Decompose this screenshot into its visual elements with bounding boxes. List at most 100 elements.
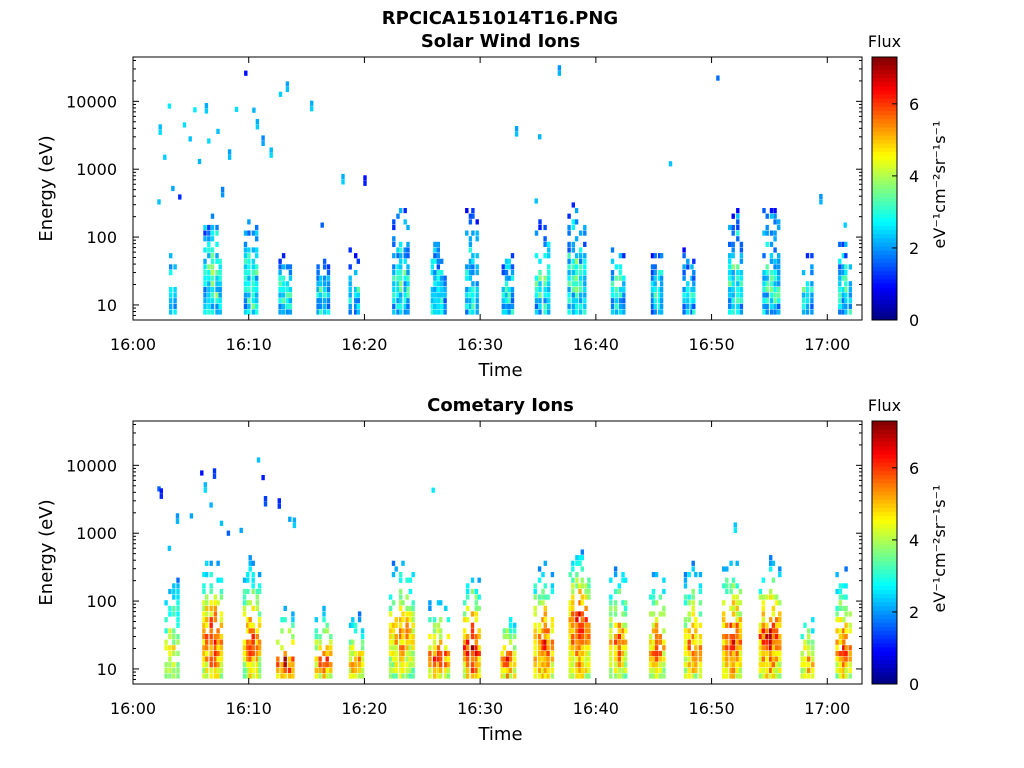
flux-cell — [571, 286, 575, 293]
flux-cell — [210, 224, 215, 231]
flux-cell — [354, 298, 358, 304]
flux-cell — [176, 577, 180, 583]
flux-cell — [436, 628, 441, 634]
flux-cell — [465, 656, 470, 662]
flux-cell — [698, 639, 703, 645]
flux-cell — [622, 286, 626, 293]
flux-cell — [579, 247, 583, 253]
flux-cell — [443, 281, 447, 287]
flux-cell — [771, 662, 776, 668]
flux-cell — [403, 303, 407, 309]
colorbar-swatch — [872, 283, 897, 288]
flux-cell — [251, 605, 255, 611]
flux-cell — [403, 286, 407, 293]
flux-cell — [470, 673, 475, 679]
flux-cell — [578, 588, 582, 595]
flux-cell — [735, 667, 739, 673]
flux-cell — [205, 634, 209, 640]
flux-cell — [255, 298, 259, 304]
flux-cell — [692, 292, 696, 298]
flux-cell — [169, 286, 173, 293]
flux-cell — [243, 241, 248, 247]
flux-cell — [658, 292, 662, 298]
colorbar-swatch — [872, 254, 897, 259]
flux-cell — [778, 622, 782, 628]
flux-cell — [392, 253, 396, 259]
flux-cell — [399, 241, 403, 247]
flux-cell — [411, 617, 415, 623]
flux-cell — [354, 253, 358, 259]
flux-cell — [765, 622, 769, 628]
flux-cell — [618, 298, 623, 304]
flux-cell — [197, 158, 202, 165]
flux-cell — [251, 309, 255, 315]
flux-cell — [807, 634, 811, 640]
flux-cell — [433, 286, 437, 293]
flux-cell — [504, 258, 509, 264]
flux-cell — [322, 281, 327, 287]
flux-cell — [778, 634, 782, 640]
flux-cell — [537, 650, 542, 657]
flux-cell — [202, 662, 206, 668]
flux-cell — [773, 208, 777, 214]
flux-cell — [203, 224, 207, 231]
flux-cell — [329, 650, 333, 657]
flux-cell — [579, 286, 583, 293]
flux-cell — [758, 656, 763, 662]
flux-cell — [775, 622, 779, 628]
flux-cell — [761, 577, 765, 583]
flux-cell — [692, 275, 696, 281]
colorbar-tick-label: 6 — [909, 95, 919, 114]
flux-cell — [356, 258, 360, 264]
flux-cell — [169, 270, 173, 276]
flux-cell — [543, 622, 547, 628]
flux-cell — [762, 286, 766, 293]
flux-cell — [691, 662, 695, 668]
flux-cell — [247, 292, 251, 298]
flux-cell — [173, 309, 177, 315]
flux-cell — [574, 309, 579, 315]
flux-cell — [291, 662, 295, 668]
flux-cell — [257, 588, 262, 595]
flux-cell — [172, 645, 176, 651]
flux-cell — [691, 588, 695, 595]
x-axis-label: Time — [477, 724, 522, 745]
colorbar-swatch — [872, 188, 897, 194]
flux-cell — [285, 292, 290, 298]
flux-cell — [510, 253, 515, 259]
flux-cell — [468, 247, 473, 253]
flux-cell — [169, 309, 173, 315]
flux-cell — [357, 667, 362, 673]
colorbar-swatch — [872, 241, 897, 247]
flux-cell — [765, 634, 769, 640]
flux-cell — [729, 588, 733, 595]
flux-cell — [735, 560, 739, 566]
flux-cell — [396, 292, 400, 298]
flux-cell — [537, 622, 542, 628]
flux-cell — [278, 303, 282, 309]
flux-cell — [622, 303, 626, 309]
flux-cell — [207, 230, 211, 236]
flux-cell — [475, 264, 479, 270]
flux-cell — [651, 628, 656, 634]
flux-cell — [205, 560, 209, 566]
flux-cell — [769, 213, 774, 219]
colorbar-swatch — [872, 605, 897, 611]
flux-cell — [777, 286, 781, 293]
flux-cell — [220, 192, 225, 198]
flux-cell — [543, 645, 547, 651]
flux-cell — [543, 241, 547, 247]
flux-cell — [213, 600, 218, 606]
flux-cell — [765, 286, 769, 293]
flux-cell — [212, 473, 217, 479]
flux-cell — [173, 264, 177, 270]
flux-cell — [546, 667, 550, 673]
flux-cell — [613, 600, 618, 606]
flux-cell — [800, 673, 804, 679]
flux-cell — [176, 662, 180, 668]
flux-cell — [465, 583, 470, 589]
colorbar-tick-label: 2 — [909, 603, 919, 622]
flux-cell — [391, 600, 396, 606]
flux-cell — [810, 286, 814, 293]
flux-cell — [575, 577, 579, 583]
